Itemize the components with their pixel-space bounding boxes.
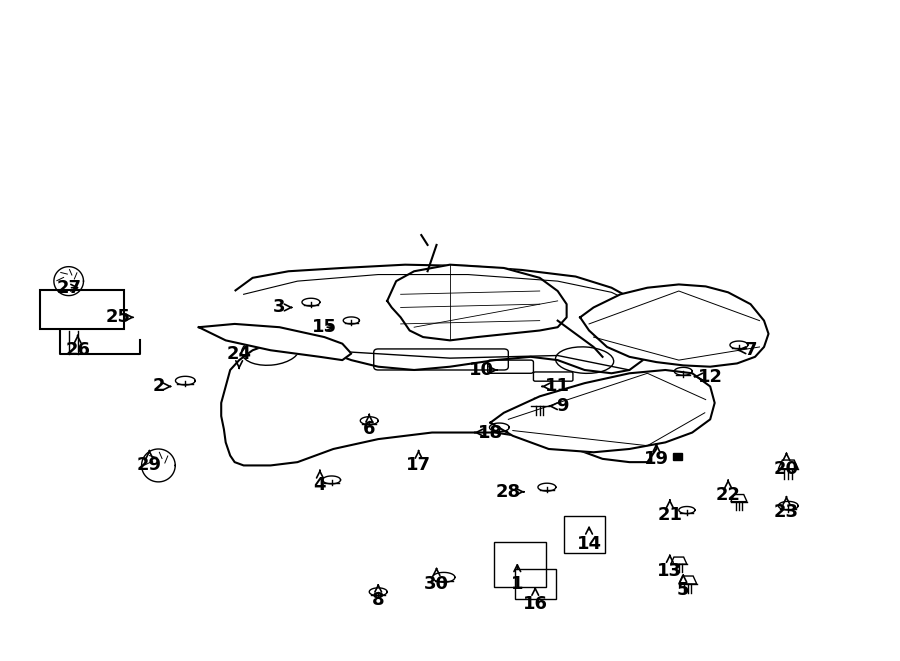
Text: 3: 3 bbox=[274, 299, 292, 317]
Text: 14: 14 bbox=[577, 527, 601, 553]
Polygon shape bbox=[387, 264, 567, 340]
Text: 28: 28 bbox=[496, 483, 524, 501]
Text: 22: 22 bbox=[716, 481, 741, 504]
Text: 30: 30 bbox=[424, 568, 449, 593]
Text: 26: 26 bbox=[65, 336, 90, 359]
Text: 8: 8 bbox=[372, 585, 384, 609]
Text: 24: 24 bbox=[227, 344, 252, 368]
Text: 17: 17 bbox=[406, 451, 431, 475]
Text: 11: 11 bbox=[543, 377, 571, 395]
Polygon shape bbox=[491, 370, 715, 452]
Text: 25: 25 bbox=[105, 308, 133, 327]
FancyBboxPatch shape bbox=[673, 453, 682, 459]
Polygon shape bbox=[580, 284, 769, 367]
Text: 23: 23 bbox=[774, 497, 799, 520]
Text: 13: 13 bbox=[657, 555, 682, 580]
Text: 20: 20 bbox=[774, 453, 799, 478]
Text: 15: 15 bbox=[312, 318, 337, 336]
Text: 10: 10 bbox=[469, 361, 497, 379]
Text: 1: 1 bbox=[511, 565, 524, 593]
Text: 27: 27 bbox=[56, 279, 81, 297]
Text: 6: 6 bbox=[363, 414, 375, 438]
Text: 18: 18 bbox=[475, 424, 503, 442]
Text: 9: 9 bbox=[550, 397, 569, 415]
Text: 7: 7 bbox=[738, 341, 757, 359]
Text: 5: 5 bbox=[677, 575, 689, 600]
Text: 19: 19 bbox=[644, 444, 669, 468]
Text: 4: 4 bbox=[314, 471, 326, 494]
Text: 21: 21 bbox=[657, 500, 682, 524]
Text: 16: 16 bbox=[523, 588, 548, 613]
Text: 29: 29 bbox=[137, 451, 162, 475]
Text: 2: 2 bbox=[152, 377, 171, 395]
Polygon shape bbox=[199, 324, 351, 360]
Text: 12: 12 bbox=[695, 368, 723, 385]
